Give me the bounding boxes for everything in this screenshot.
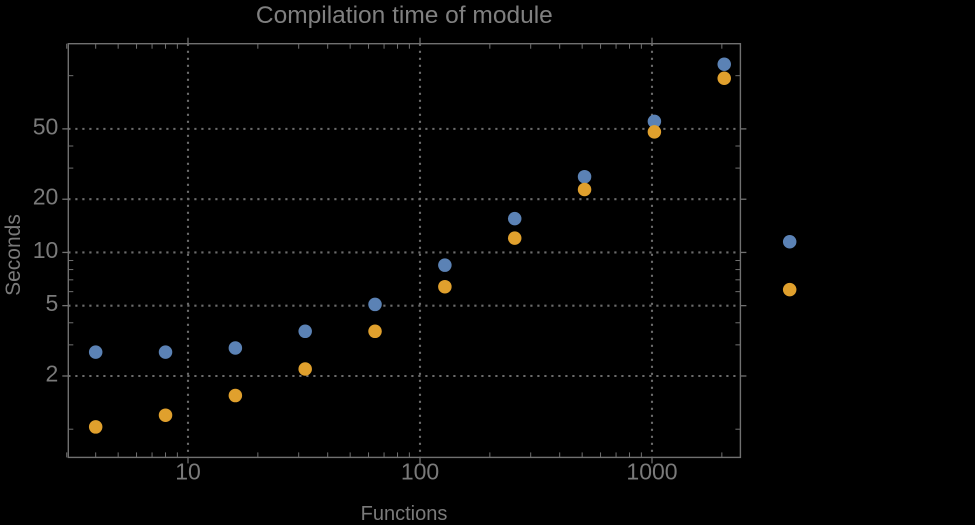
svg-text:20: 20 xyxy=(33,184,59,210)
svg-text:10: 10 xyxy=(33,237,59,263)
svg-text:50: 50 xyxy=(33,113,59,139)
svg-text:1000: 1000 xyxy=(626,458,677,484)
svg-text:2: 2 xyxy=(46,360,59,386)
svg-text:10: 10 xyxy=(175,458,201,484)
svg-text:100: 100 xyxy=(401,458,439,484)
svg-text:5: 5 xyxy=(46,290,59,316)
